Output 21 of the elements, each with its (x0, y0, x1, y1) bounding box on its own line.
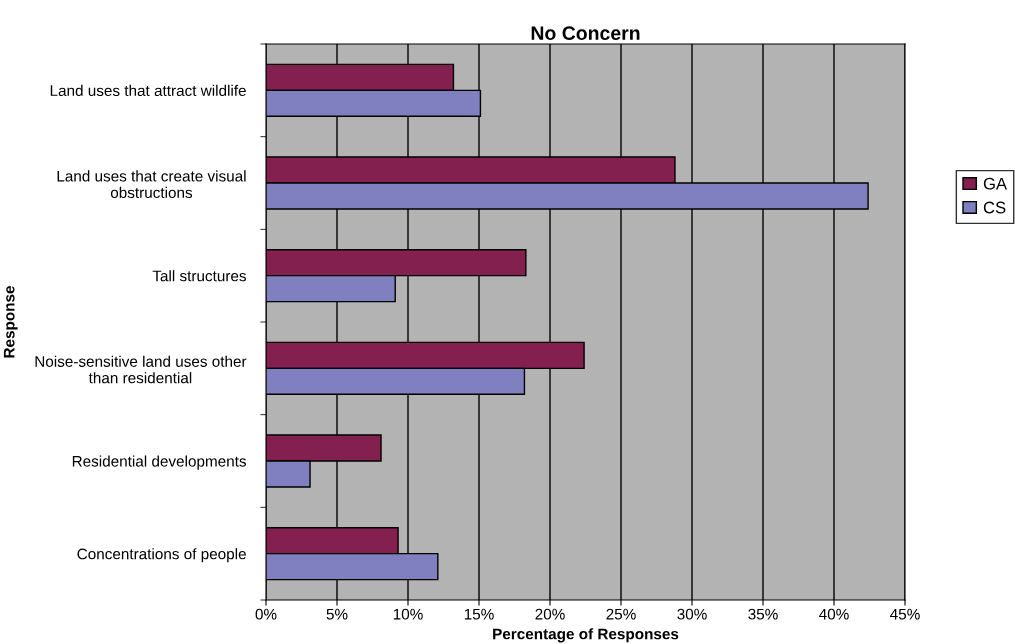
y-tick-label: Land uses that attract wildlife (50, 84, 246, 97)
x-tick-label: 25% (606, 608, 636, 620)
x-tick-label: 30% (677, 608, 707, 620)
x-tick-label: 35% (748, 608, 778, 620)
x-tick-label: 20% (535, 608, 565, 620)
x-tick-label: 0% (255, 608, 277, 620)
legend-label: GA (983, 177, 1008, 190)
x-tick-label: 40% (819, 608, 849, 620)
y-tick-label: Land uses that create visual obstructions (57, 170, 246, 199)
y-tick-label: Noise-sensitive land uses other than residential (35, 355, 247, 384)
x-tick-label: 45% (890, 608, 920, 620)
chart-title: No Concern (531, 26, 640, 41)
x-tick-label: 10% (393, 608, 423, 620)
x-tick-label: 5% (326, 608, 348, 620)
y-tick-label: Residential developments (72, 455, 247, 470)
x-axis-title: Percentage of Responses (493, 628, 679, 643)
y-tick-label: Tall structures (152, 270, 247, 282)
y-axis-title: Response (3, 286, 18, 358)
x-tick-label: 15% (464, 608, 494, 620)
y-tick-label: Concentrations of people (77, 548, 246, 563)
legend-label: CS (983, 201, 1006, 214)
